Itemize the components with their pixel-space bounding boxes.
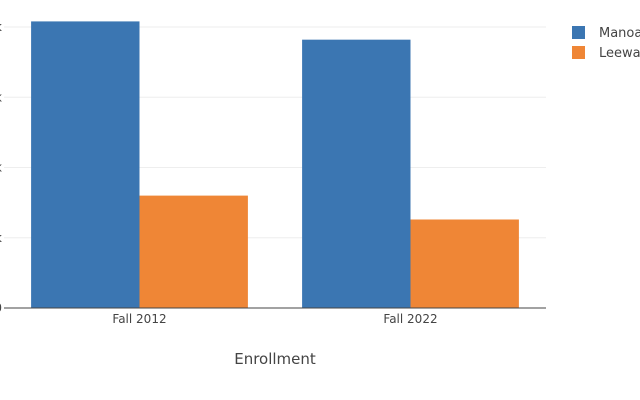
bar-manoa-fall-2012[interactable] <box>31 21 140 309</box>
y-axis-ticks: 0 5k 10k 15k 20k <box>0 20 2 315</box>
y-tick-label: 10k <box>0 161 2 175</box>
x-axis-tick-labels: Fall 2012 Fall 2022 <box>112 312 437 326</box>
y-tick-label: 0 <box>0 301 2 315</box>
y-tick-label: 20k <box>0 20 2 34</box>
bar-leeward-fall-2022[interactable] <box>410 219 519 308</box>
bar-manoa-fall-2022[interactable] <box>302 39 411 308</box>
y-tick-label: 15k <box>0 90 2 104</box>
x-tick-label: Fall 2012 <box>112 312 166 326</box>
y-tick-label: 5k <box>0 231 2 245</box>
legend[interactable]: Manoa Leeward <box>572 26 640 61</box>
bar-leeward-fall-2012[interactable] <box>139 195 248 308</box>
legend-label-manoa[interactable]: Manoa <box>599 26 640 41</box>
legend-swatch-manoa[interactable] <box>572 26 585 39</box>
x-axis-title: Enrollment <box>234 350 316 368</box>
bars <box>31 21 519 309</box>
legend-label-leeward[interactable]: Leeward <box>599 46 640 61</box>
x-tick-label: Fall 2022 <box>383 312 437 326</box>
legend-swatch-leeward[interactable] <box>572 46 585 59</box>
